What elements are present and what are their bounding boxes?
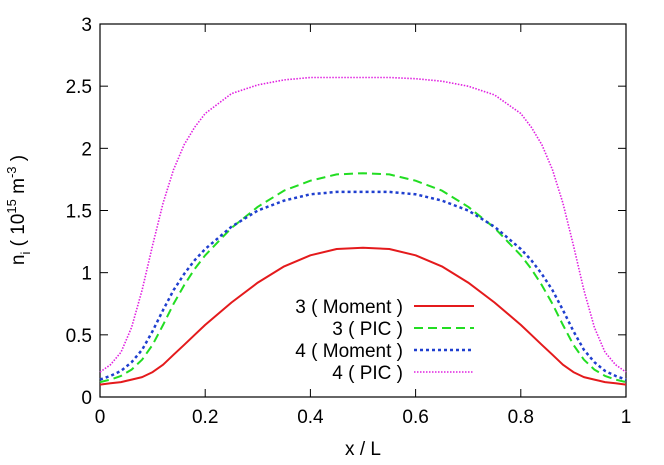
series-layer xyxy=(99,76,627,386)
legend: 3 ( Moment )3 ( PIC )4 ( Moment )4 ( PIC… xyxy=(295,297,474,384)
y-tick-label: 1 xyxy=(81,264,92,285)
y-tick-label: 1.5 xyxy=(66,202,92,223)
y-tick-label: 2 xyxy=(81,139,92,160)
y-tick-label: 0 xyxy=(81,388,92,409)
y-axis-title-base: n xyxy=(8,255,29,266)
y-axis-title: ni ( 1015 m-3 ) xyxy=(4,155,33,265)
y-tick-label: 3 xyxy=(81,15,92,36)
x-tick-label: 0.8 xyxy=(508,407,534,428)
legend-label-4-moment: 4 ( Moment ) xyxy=(295,341,403,362)
x-tick-label: 0 xyxy=(95,407,106,428)
series-line-3-pic xyxy=(99,172,627,384)
legend-label-3-moment: 3 ( Moment ) xyxy=(295,297,403,318)
y-axis-title-sub: i xyxy=(18,252,33,255)
x-axis-title: x / L xyxy=(345,439,381,460)
x-tick-label: 1 xyxy=(621,407,632,428)
x-tick-label: 0.2 xyxy=(192,407,218,428)
legend-label-4-pic: 4 ( PIC ) xyxy=(332,363,403,384)
x-tick-label: 0.6 xyxy=(402,407,428,428)
x-tick-label: 0.4 xyxy=(297,407,324,428)
series-line-3-moment xyxy=(99,246,627,386)
y-axis-title-exp: 15 xyxy=(4,199,19,213)
y-axis-title-close: ) xyxy=(8,155,29,167)
y-tick-label: 2.5 xyxy=(66,77,92,98)
legend-label-3-pic: 3 ( PIC ) xyxy=(332,319,403,340)
series-line-4-pic xyxy=(99,76,627,373)
y-axis-title-open: ( 10 xyxy=(8,214,29,252)
ticks-layer: 0 0.2 0.4 0.6 0.8 1 0 0.5 1 1.5 2 2.5 3 xyxy=(66,15,632,428)
y-tick-label: 0.5 xyxy=(66,326,92,347)
y-axis-title-unit: m xyxy=(8,178,29,199)
y-axis-title-unit-exp: -3 xyxy=(4,166,19,178)
series-line-4-moment xyxy=(99,190,627,381)
